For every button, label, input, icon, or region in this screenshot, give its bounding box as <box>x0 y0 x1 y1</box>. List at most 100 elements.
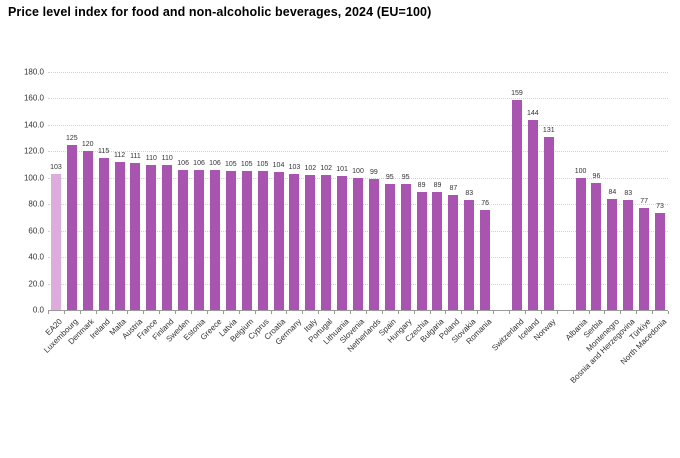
bar <box>257 171 268 310</box>
x-axis-tick <box>493 311 495 314</box>
bar <box>432 192 443 310</box>
bar <box>480 209 491 310</box>
bar-value-label: 105 <box>240 161 253 169</box>
bar-value-label: 111 <box>130 153 141 161</box>
bar-value-label: 106 <box>209 159 221 167</box>
x-axis-tick <box>381 311 383 314</box>
bar <box>591 183 602 310</box>
x-axis-tick <box>588 311 590 314</box>
x-axis-tick <box>254 311 256 314</box>
x-axis-tick <box>159 311 161 314</box>
x-axis-tick <box>572 311 574 314</box>
y-axis-tick-label: 100.0 <box>23 173 44 183</box>
x-axis-tick <box>222 311 224 314</box>
bar-value-label: 105 <box>256 161 269 169</box>
bar <box>98 157 109 310</box>
bar <box>321 175 332 310</box>
bar <box>162 164 173 310</box>
x-axis-tick <box>143 311 145 314</box>
x-axis-tick <box>429 311 431 314</box>
bar <box>353 177 363 310</box>
bar <box>623 200 634 310</box>
y-gridline <box>48 151 668 153</box>
x-axis-tick <box>604 311 606 314</box>
bar-value-label: 112 <box>113 151 126 159</box>
x-axis-tick <box>556 311 558 314</box>
bar-value-label: 77 <box>640 198 649 206</box>
y-axis-tick-label: 180.0 <box>23 67 44 77</box>
x-axis-tick <box>397 311 399 314</box>
bar <box>511 99 522 310</box>
bar <box>50 173 61 310</box>
bar-value-label: 95 <box>385 174 394 182</box>
bar <box>607 198 618 310</box>
bar-value-label: 106 <box>193 159 205 167</box>
bar-value-label: 83 <box>465 190 474 198</box>
bar <box>273 172 284 310</box>
x-axis-tick <box>286 311 288 314</box>
bar-value-label: 95 <box>401 174 410 182</box>
x-axis-tick <box>334 311 336 314</box>
x-axis-tick <box>238 311 240 314</box>
bar-value-label: 104 <box>272 162 285 170</box>
bar <box>66 144 77 310</box>
bar <box>400 184 411 310</box>
x-axis-tick <box>127 311 129 314</box>
bar <box>305 175 316 310</box>
x-axis-tick <box>668 311 669 314</box>
bar <box>241 171 252 310</box>
x-axis-tick <box>477 311 479 314</box>
bar <box>464 200 475 310</box>
bar-value-label: 103 <box>50 163 62 171</box>
bar-value-label: 89 <box>433 182 442 190</box>
bar-value-label: 105 <box>224 161 237 169</box>
bar-value-label: 102 <box>304 165 317 173</box>
bar-value-label: 83 <box>624 190 633 198</box>
bar <box>543 136 554 310</box>
bar-value-label: 87 <box>449 184 458 192</box>
bar-value-label: 120 <box>81 141 94 149</box>
y-axis-tick-label: 140.0 <box>23 120 44 130</box>
bar-value-label: 144 <box>527 109 539 117</box>
x-axis-tick <box>302 311 304 314</box>
x-axis-tick <box>445 311 447 314</box>
bar <box>225 171 236 310</box>
x-axis-tick <box>48 311 49 314</box>
y-axis-tick-label: 20.0 <box>28 279 44 289</box>
x-axis-tick <box>636 311 638 314</box>
x-axis-tick <box>540 311 542 314</box>
bar <box>146 164 157 310</box>
x-axis-tick <box>270 311 272 314</box>
bar-value-label: 73 <box>656 203 664 211</box>
bar-value-label: 96 <box>592 173 601 181</box>
chart-title: Price level index for food and non-alcoh… <box>8 5 432 19</box>
y-axis-tick-label: 80.0 <box>28 199 44 209</box>
x-axis-tick <box>620 311 622 314</box>
bar <box>289 173 300 310</box>
x-axis-tick <box>413 311 415 314</box>
y-gridline <box>48 72 668 73</box>
x-axis-tick <box>206 311 208 314</box>
bar-value-label: 100 <box>574 167 587 175</box>
bar-value-label: 76 <box>481 199 490 207</box>
bar-value-label: 106 <box>177 159 189 167</box>
y-gridline <box>48 124 668 126</box>
y-axis-tick-label: 40.0 <box>28 252 44 262</box>
bar <box>575 177 586 310</box>
bar-value-label: 125 <box>66 134 78 142</box>
bar <box>639 208 650 310</box>
bar <box>337 176 348 310</box>
y-axis-tick-label: 0.0 <box>32 305 44 315</box>
y-gridline <box>48 98 668 100</box>
x-axis-tick <box>79 311 81 314</box>
x-axis-tick <box>509 311 511 314</box>
bar-value-label: 102 <box>320 165 333 173</box>
x-axis-tick <box>95 311 97 314</box>
bar-value-label: 103 <box>288 163 301 171</box>
y-axis-tick-label: 120.0 <box>23 146 44 156</box>
bar-value-label: 159 <box>511 89 523 97</box>
x-axis-tick <box>461 311 463 314</box>
bar <box>194 169 205 310</box>
x-axis-line <box>48 310 668 311</box>
bar <box>416 192 427 310</box>
